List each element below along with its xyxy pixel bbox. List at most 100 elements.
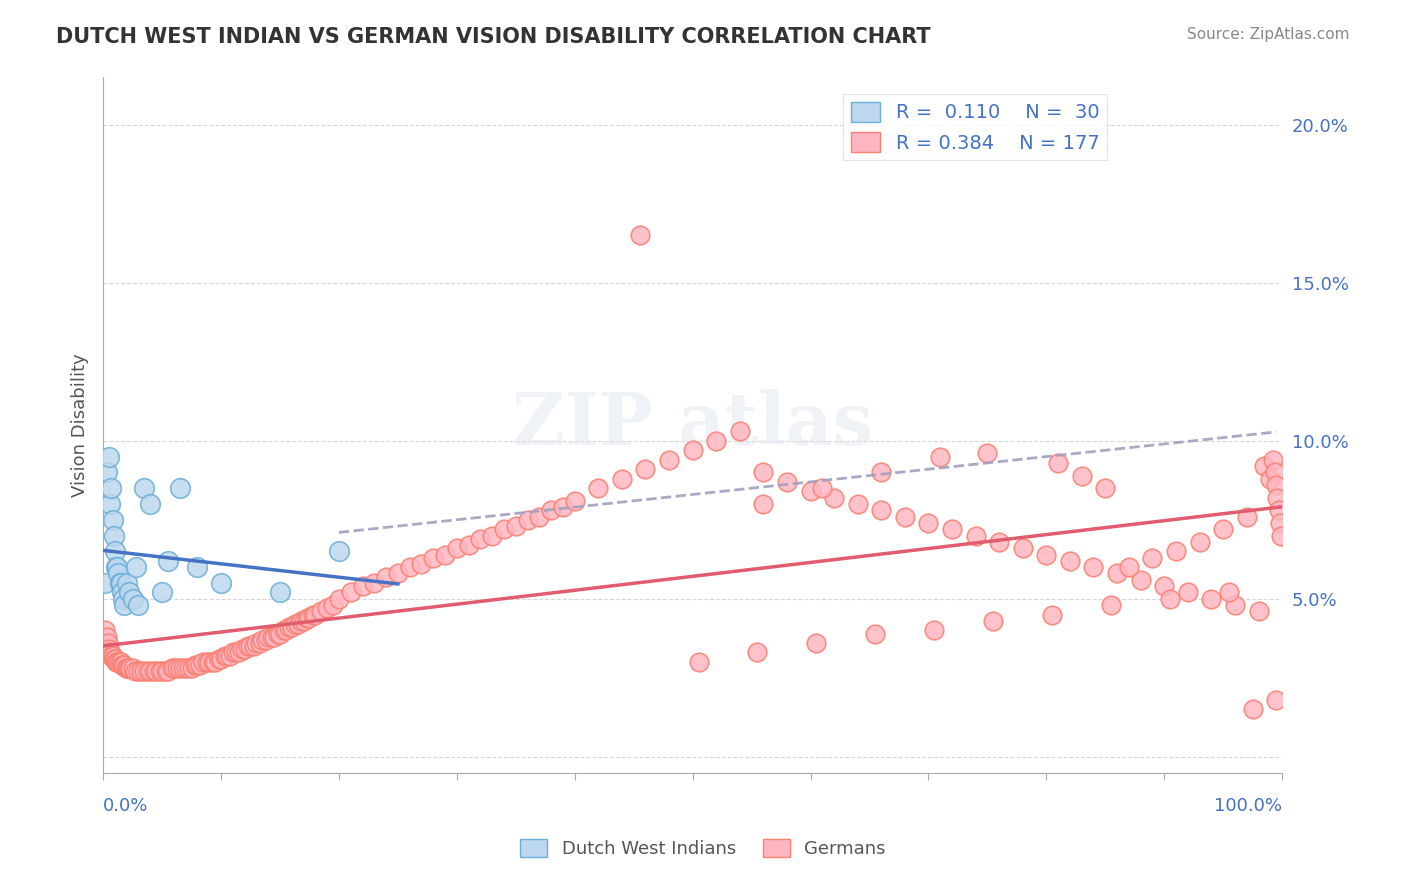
Point: [278, 620, 301, 634]
Point: [98, 450, 121, 464]
Point: [96, 466, 118, 480]
Y-axis label: Vision Disability: Vision Disability: [72, 353, 89, 497]
Point: [142, 665, 165, 679]
Point: [215, 648, 238, 663]
Point: [103, 652, 125, 666]
Point: [98, 497, 121, 511]
Point: [121, 591, 143, 606]
Point: [846, 497, 869, 511]
Point: [208, 652, 231, 666]
Point: [114, 661, 136, 675]
Point: [1159, 591, 1181, 606]
Point: [269, 626, 291, 640]
Point: [1218, 585, 1240, 599]
Point: [201, 655, 224, 669]
Point: [628, 228, 651, 243]
Point: [156, 554, 179, 568]
Point: [257, 630, 280, 644]
Point: [107, 655, 129, 669]
Point: [254, 632, 277, 647]
Point: [103, 528, 125, 542]
Point: [118, 661, 141, 675]
Point: [198, 655, 221, 669]
Point: [1261, 452, 1284, 467]
Point: [398, 560, 420, 574]
Point: [108, 655, 131, 669]
Point: [105, 655, 128, 669]
Point: [186, 658, 208, 673]
Point: [634, 462, 657, 476]
Point: [976, 446, 998, 460]
Point: [195, 655, 218, 669]
Point: [1247, 604, 1270, 618]
Point: [243, 639, 266, 653]
Point: [658, 452, 681, 467]
Point: [145, 665, 167, 679]
Point: [115, 661, 138, 675]
Point: [179, 661, 201, 675]
Point: [1047, 456, 1070, 470]
Point: [245, 636, 267, 650]
Point: [470, 532, 492, 546]
Point: [924, 624, 946, 638]
Point: [266, 626, 288, 640]
Point: [1083, 560, 1105, 574]
Point: [96, 630, 118, 644]
Point: [111, 658, 134, 673]
Point: [1118, 560, 1140, 574]
Point: [1241, 702, 1264, 716]
Point: [941, 522, 963, 536]
Point: [492, 522, 515, 536]
Point: [375, 569, 398, 583]
Point: [214, 648, 236, 663]
Point: [1105, 566, 1128, 581]
Point: [105, 655, 128, 669]
Point: [274, 624, 297, 638]
Point: [252, 632, 274, 647]
Legend: R =  0.110    N =  30, R = 0.384    N = 177: R = 0.110 N = 30, R = 0.384 N = 177: [844, 95, 1108, 161]
Point: [799, 484, 821, 499]
Point: [112, 598, 135, 612]
Point: [269, 585, 291, 599]
Text: Source: ZipAtlas.com: Source: ZipAtlas.com: [1187, 27, 1350, 42]
Point: [304, 607, 326, 622]
Point: [1265, 478, 1288, 492]
Point: [1177, 585, 1199, 599]
Point: [929, 450, 952, 464]
Point: [121, 661, 143, 675]
Point: [263, 630, 285, 644]
Point: [352, 579, 374, 593]
Point: [481, 528, 503, 542]
Point: [188, 658, 211, 673]
Point: [823, 491, 845, 505]
Text: 0.0%: 0.0%: [103, 797, 149, 815]
Point: [747, 645, 769, 659]
Point: [865, 626, 887, 640]
Point: [1070, 468, 1092, 483]
Point: [155, 665, 177, 679]
Point: [704, 434, 727, 448]
Point: [284, 617, 307, 632]
Point: [107, 566, 129, 581]
Point: [225, 645, 247, 659]
Point: [273, 624, 295, 638]
Point: [1201, 591, 1223, 606]
Point: [172, 661, 194, 675]
Point: [870, 466, 893, 480]
Point: [101, 513, 124, 527]
Point: [209, 652, 232, 666]
Point: [98, 645, 121, 659]
Point: [156, 665, 179, 679]
Point: [309, 604, 332, 618]
Point: [139, 497, 162, 511]
Point: [134, 481, 156, 495]
Point: [249, 636, 271, 650]
Text: DUTCH WEST INDIAN VS GERMAN VISION DISABILITY CORRELATION CHART: DUTCH WEST INDIAN VS GERMAN VISION DISAB…: [56, 27, 931, 46]
Point: [1265, 693, 1288, 707]
Point: [150, 665, 173, 679]
Legend: Dutch West Indians, Germans: Dutch West Indians, Germans: [513, 831, 893, 865]
Point: [193, 655, 215, 669]
Point: [94, 624, 117, 638]
Point: [1153, 579, 1175, 593]
Point: [564, 493, 586, 508]
